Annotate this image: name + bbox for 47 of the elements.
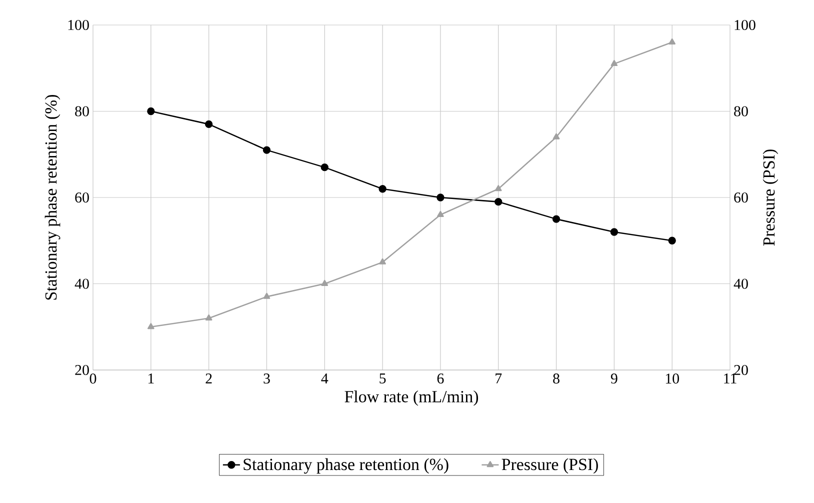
x-tick-label: 2	[206, 374, 212, 384]
y2-tick-label: 100	[734, 20, 756, 30]
x-tick-label: 7	[496, 374, 502, 384]
y2-axis-title: Pressure (PSI)	[762, 150, 778, 246]
y2-tick-label: 80	[734, 106, 748, 116]
y2-tick-label: 60	[734, 192, 748, 203]
y-tick-label: 20	[75, 364, 89, 376]
point	[610, 228, 618, 236]
x-tick-label: 3	[264, 374, 270, 384]
y-tick-label: 80	[75, 106, 89, 116]
y-tick-label: 40	[74, 278, 89, 289]
point	[148, 323, 154, 330]
point	[668, 236, 676, 244]
point	[437, 210, 444, 217]
legend-label: Pressure (PSI)	[502, 458, 598, 474]
point	[320, 163, 328, 172]
point	[205, 314, 212, 320]
point	[668, 38, 676, 44]
x-tick-label: 6	[437, 374, 444, 384]
point	[262, 146, 271, 154]
legend-label: Stationary phase retention (%)	[244, 458, 448, 474]
x-tick-label: 1	[148, 374, 154, 384]
x-axis-title: Flow rate (mL/min)	[344, 390, 478, 406]
x-tick-label: 10	[666, 374, 680, 384]
point	[494, 198, 502, 206]
point	[610, 60, 618, 66]
point	[263, 292, 270, 299]
point	[204, 120, 213, 128]
y-tick-label: 60	[75, 192, 89, 203]
y-axis-title: Stationary phase retention (%)	[44, 94, 60, 300]
point	[436, 194, 444, 202]
point	[378, 185, 386, 193]
y2-tick-label: 40	[734, 278, 748, 289]
y-tick-label: 100	[68, 20, 89, 30]
x-tick-label: 9	[610, 374, 618, 384]
x-tick-label: 0	[90, 374, 96, 384]
point	[552, 215, 560, 223]
x-tick-label: 11	[724, 374, 736, 384]
point	[147, 107, 155, 116]
point	[494, 185, 502, 192]
point	[379, 258, 386, 264]
x-tick-label: 4	[321, 374, 328, 384]
x-tick-label: 8	[553, 374, 560, 384]
y2-tick-label: 20	[734, 364, 748, 376]
x-tick-label: 5	[380, 374, 386, 384]
point	[321, 280, 328, 286]
point	[552, 133, 560, 140]
